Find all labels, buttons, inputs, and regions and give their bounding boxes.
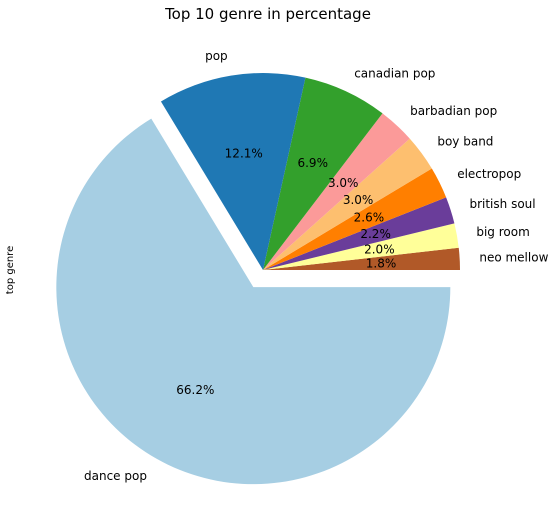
pie-slice-boy-band xyxy=(263,138,432,270)
pie-category-label: big room xyxy=(476,225,529,239)
pie-pct-label: 66.2% xyxy=(176,383,214,397)
pie-pct-label: 1.8% xyxy=(366,256,397,270)
pie-pct-label: 2.6% xyxy=(354,211,385,225)
y-axis-label: top genre xyxy=(5,246,16,294)
pie-pct-label: 12.1% xyxy=(225,146,263,160)
pie-labels: 1.8% neo mellow 2.0% big room 2.2% british so… xyxy=(84,49,549,483)
pie-slice-electropop xyxy=(263,168,447,270)
pie-pct-label: 2.2% xyxy=(360,227,391,241)
pie-slice-big-room xyxy=(263,223,459,270)
pie-slice-canadian-pop xyxy=(263,77,383,271)
pie-pct-label: 3.0% xyxy=(343,193,374,207)
pie-slice-british-soul xyxy=(263,197,455,270)
pie-slice-pop xyxy=(160,72,306,270)
pie-slices xyxy=(56,72,460,485)
chart-title: Top 10 genre in percentage xyxy=(164,5,371,23)
pie-category-label: boy band xyxy=(437,134,493,148)
pie-category-label: dance pop xyxy=(84,469,147,483)
pie-slice-neo-mellow xyxy=(263,247,460,270)
pie-category-label: neo mellow xyxy=(479,251,548,265)
pie-category-label: pop xyxy=(205,49,228,63)
pie-pct-label: 3.0% xyxy=(328,176,359,190)
pie-category-label: canadian pop xyxy=(354,66,435,80)
pie-slice-barbadian-pop xyxy=(263,113,410,271)
pie-pct-label: 6.9% xyxy=(297,156,328,170)
pie-category-label: british soul xyxy=(469,197,535,211)
pie-category-label: barbadian pop xyxy=(410,104,497,118)
pie-slice-dance-pop xyxy=(56,118,451,485)
pie-pct-label: 2.0% xyxy=(364,242,395,256)
pie-category-label: electropop xyxy=(457,167,521,181)
